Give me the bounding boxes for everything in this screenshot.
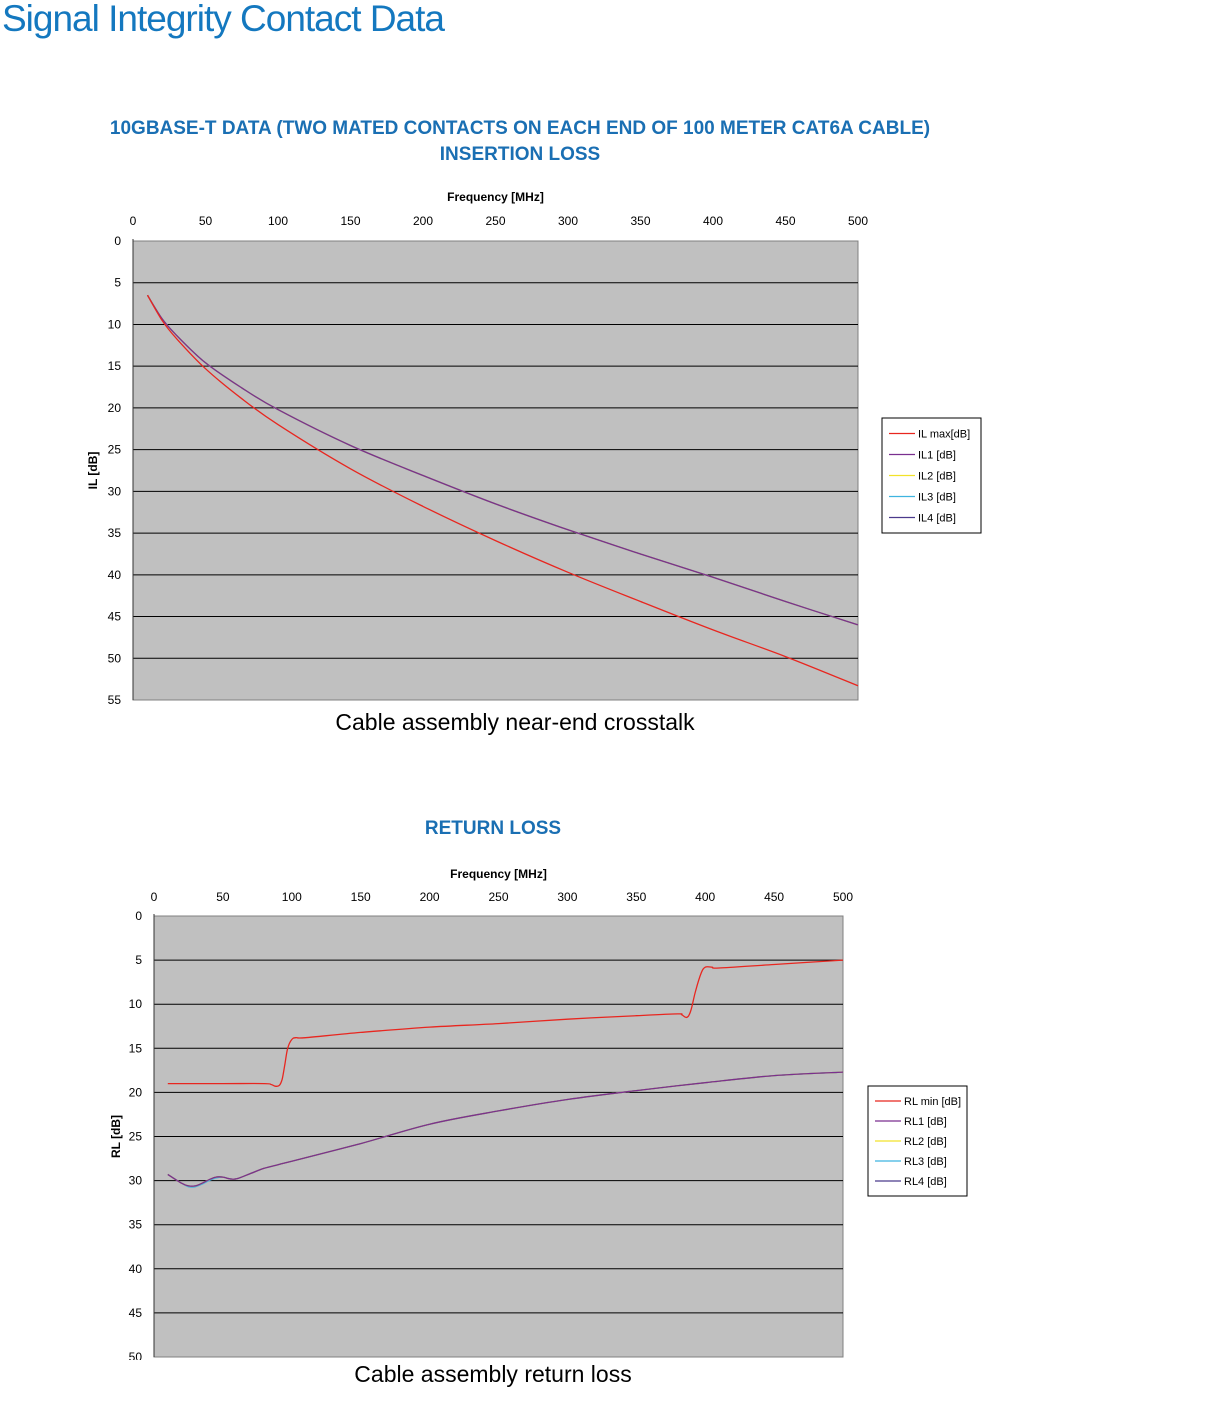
y-tick-label: 45 xyxy=(108,610,122,624)
y-tick-label: 5 xyxy=(135,953,142,967)
series-line xyxy=(146,294,859,626)
page-title: Signal Integrity Contact Data xyxy=(2,0,445,39)
series-line xyxy=(167,959,844,1087)
y-tick-label: 55 xyxy=(108,693,122,705)
legend-label: IL3 [dB] xyxy=(918,492,956,504)
legend-label: IL2 [dB] xyxy=(918,471,956,483)
y-tick-label: 50 xyxy=(108,651,122,665)
y-tick-label: 40 xyxy=(108,568,122,582)
x-tick-label: 150 xyxy=(351,890,371,904)
x-tick-label: 0 xyxy=(130,214,137,228)
return-loss-chart: 0 50 100 150 200 250 300 350 400 450 500Frequency … xyxy=(109,867,968,1360)
insertion-loss-chart: 0 50 100 150 200 250 300 350 400 450 500Frequency … xyxy=(86,190,982,705)
x-tick-label: 50 xyxy=(199,214,213,228)
legend-label: IL max[dB] xyxy=(918,429,970,441)
y-tick-label: 5 xyxy=(114,276,121,290)
x-tick-label: 500 xyxy=(848,214,868,228)
insertion-loss-heading-line2: INSERTION LOSS xyxy=(439,144,601,165)
x-tick-label: 100 xyxy=(268,214,288,228)
x-tick-label: 250 xyxy=(488,890,508,904)
y-tick-label: 20 xyxy=(129,1085,143,1099)
y-tick-label: 30 xyxy=(129,1174,143,1188)
y-tick-label: 30 xyxy=(108,484,122,498)
y-tick-label: 0 xyxy=(114,234,121,248)
x-tick-label: 200 xyxy=(413,214,433,228)
x-tick-label: 300 xyxy=(557,890,577,904)
y-tick-label: 50 xyxy=(129,1350,143,1360)
x-tick-label: 0 xyxy=(151,890,158,904)
x-tick-label: 100 xyxy=(282,890,302,904)
series-line xyxy=(167,1071,844,1187)
legend-label: RL4 [dB] xyxy=(904,1176,947,1188)
legend-label: IL4 [dB] xyxy=(918,513,956,525)
x-tick-label: 250 xyxy=(485,214,505,228)
x-tick-label: 350 xyxy=(630,214,650,228)
x-tick-label: 200 xyxy=(420,890,440,904)
x-tick-label: 300 xyxy=(558,214,578,228)
y-tick-label: 40 xyxy=(129,1262,143,1276)
x-axis-title: Frequency [MHz] xyxy=(447,190,544,204)
legend-label: RL min [dB] xyxy=(904,1096,961,1108)
insertion-loss-caption: Cable assembly near-end crosstalk xyxy=(335,709,695,735)
legend-label: RL1 [dB] xyxy=(904,1116,947,1128)
series-line xyxy=(146,294,859,687)
insertion-loss-heading: 10GBASE-T DATA (TWO MATED CONTACTS ON EA… xyxy=(40,116,1000,168)
return-loss-caption: Cable assembly return loss xyxy=(354,1361,632,1387)
x-tick-label: 400 xyxy=(695,890,715,904)
y-tick-label: 15 xyxy=(129,1041,143,1055)
legend-label: IL1 [dB] xyxy=(918,450,956,462)
insertion-loss-heading-line1: 10GBASE-T DATA (TWO MATED CONTACTS ON EA… xyxy=(109,118,931,139)
x-tick-label: 50 xyxy=(216,890,230,904)
return-loss-heading: RETURN LOSS xyxy=(424,818,562,839)
y-tick-label: 20 xyxy=(108,401,122,415)
plot-area xyxy=(132,240,859,701)
y-tick-label: 15 xyxy=(108,359,122,373)
y-axis-title: RL [dB] xyxy=(109,1115,123,1158)
y-tick-label: 10 xyxy=(129,997,143,1011)
y-tick-label: 10 xyxy=(108,317,122,331)
x-tick-label: 500 xyxy=(833,890,853,904)
y-axis-title: IL [dB] xyxy=(86,452,100,490)
y-tick-label: 0 xyxy=(135,909,142,923)
y-tick-label: 45 xyxy=(129,1306,143,1320)
y-tick-label: 35 xyxy=(108,526,122,540)
x-tick-label: 450 xyxy=(775,214,795,228)
legend-label: RL2 [dB] xyxy=(904,1136,947,1148)
x-axis-title: Frequency [MHz] xyxy=(450,867,547,881)
x-tick-label: 450 xyxy=(764,890,784,904)
y-tick-label: 25 xyxy=(129,1130,143,1144)
x-tick-label: 150 xyxy=(340,214,360,228)
y-tick-label: 25 xyxy=(108,443,122,457)
x-tick-label: 400 xyxy=(703,214,723,228)
legend-label: RL3 [dB] xyxy=(904,1156,947,1168)
x-tick-label: 350 xyxy=(626,890,646,904)
y-tick-label: 35 xyxy=(129,1218,143,1232)
